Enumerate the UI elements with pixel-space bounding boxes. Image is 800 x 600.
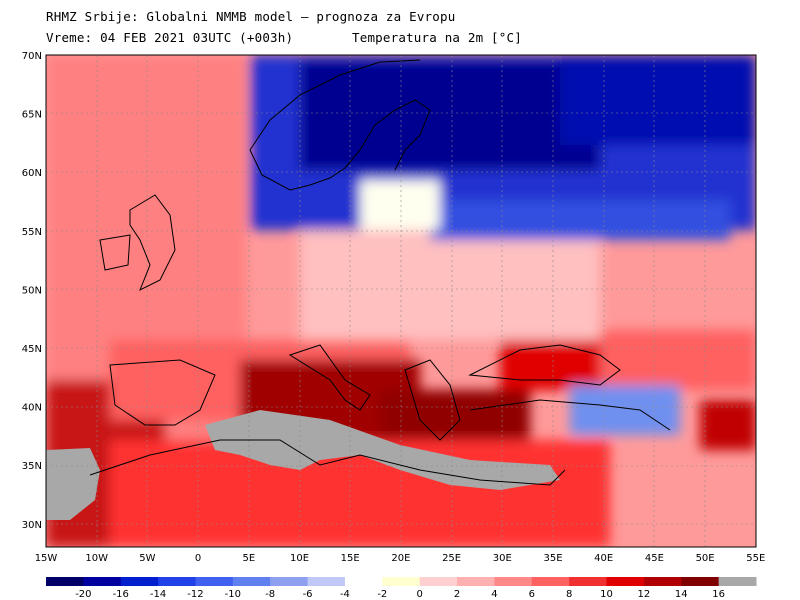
colorbar-swatch bbox=[606, 577, 645, 586]
colorbar-swatch bbox=[643, 577, 682, 586]
lon-label: 20E bbox=[391, 553, 410, 564]
lon-label: 55E bbox=[746, 553, 765, 564]
lon-label: 5W bbox=[139, 553, 155, 564]
lon-label: 0 bbox=[195, 553, 201, 564]
lon-label: 50E bbox=[696, 553, 715, 564]
colorbar-swatch bbox=[46, 577, 84, 586]
lon-label: 30E bbox=[493, 553, 512, 564]
colorbar-label: -20 bbox=[75, 589, 91, 600]
colorbar-label: 16 bbox=[712, 589, 725, 600]
lat-label: 70N bbox=[22, 51, 42, 62]
colorbar-swatch bbox=[718, 577, 757, 586]
lon-label: 25E bbox=[442, 553, 461, 564]
colorbar-label: 10 bbox=[600, 589, 613, 600]
forecast-time: Vreme: 04 FEB 2021 03UTC (+003h) bbox=[46, 30, 294, 45]
colorbar-swatch bbox=[307, 577, 346, 586]
map-title: RHMZ Srbije: Globalni NMMB model – progn… bbox=[46, 9, 456, 24]
colorbar-swatch bbox=[120, 577, 159, 586]
colorbar-label: -10 bbox=[225, 589, 241, 600]
lat-label: 60N bbox=[22, 168, 42, 179]
colorbar-swatch bbox=[232, 577, 271, 586]
lat-label: 35N bbox=[22, 461, 42, 472]
colorbar-label: 0 bbox=[416, 589, 422, 600]
lat-label: 45N bbox=[22, 344, 42, 355]
lon-label: 5E bbox=[242, 553, 255, 564]
colorbar-label: -8 bbox=[265, 589, 275, 600]
colorbar-swatch bbox=[494, 577, 533, 586]
colorbar-swatch bbox=[531, 577, 570, 586]
colorbar-swatch bbox=[681, 577, 720, 586]
graticule bbox=[46, 55, 756, 547]
colorbar-label: -2 bbox=[377, 589, 387, 600]
colorbar-label: -4 bbox=[340, 589, 350, 600]
colorbar-label: -12 bbox=[187, 589, 203, 600]
colorbar-label: 14 bbox=[675, 589, 688, 600]
colorbar-swatch bbox=[195, 577, 234, 586]
lat-label: 65N bbox=[22, 110, 42, 121]
lon-label: 10W bbox=[85, 553, 108, 564]
colorbar-swatch bbox=[158, 577, 196, 586]
colorbar-label: 6 bbox=[529, 589, 535, 600]
colorbar-swatch bbox=[419, 577, 458, 586]
colorbar-label: -16 bbox=[113, 589, 129, 600]
lon-label: 40E bbox=[594, 553, 613, 564]
colorbar-swatch bbox=[382, 577, 421, 586]
lat-label: 55N bbox=[22, 227, 42, 238]
colorbar-swatch bbox=[344, 577, 383, 586]
lon-label: 15E bbox=[341, 553, 360, 564]
lon-label: 35E bbox=[543, 553, 562, 564]
map-frame bbox=[45, 54, 757, 548]
colorbar-label: 12 bbox=[638, 589, 651, 600]
longitude-labels: 15W 10W 5W 0 5E 10E 15E 20E 25E 30E 35E 40E 45E 50E 55… bbox=[35, 553, 766, 564]
colorbar-label: 8 bbox=[566, 589, 572, 600]
coastlines bbox=[89, 59, 671, 486]
colorbar-label: 2 bbox=[454, 589, 460, 600]
colorbar-swatch bbox=[569, 577, 608, 586]
colorbar-label: -14 bbox=[150, 589, 166, 600]
colorbar-swatch bbox=[83, 577, 122, 586]
lat-label: 40N bbox=[22, 403, 42, 414]
temperature-field bbox=[46, 55, 756, 547]
colorbar-swatch bbox=[457, 577, 495, 586]
lon-label: 15W bbox=[35, 553, 58, 564]
lat-label: 30N bbox=[22, 520, 42, 531]
colorbar-label: 4 bbox=[491, 589, 497, 600]
colorbar-label: -6 bbox=[303, 589, 313, 600]
variable-label: Temperatura na 2m [°C] bbox=[352, 30, 522, 45]
lon-label: 10E bbox=[290, 553, 309, 564]
colorbar-swatch bbox=[270, 577, 309, 586]
latitude-labels: 70N 65N 60N 55N 50N 45N 40N 35N 30N bbox=[22, 51, 42, 531]
lon-label: 45E bbox=[645, 553, 664, 564]
lat-label: 50N bbox=[22, 285, 42, 296]
